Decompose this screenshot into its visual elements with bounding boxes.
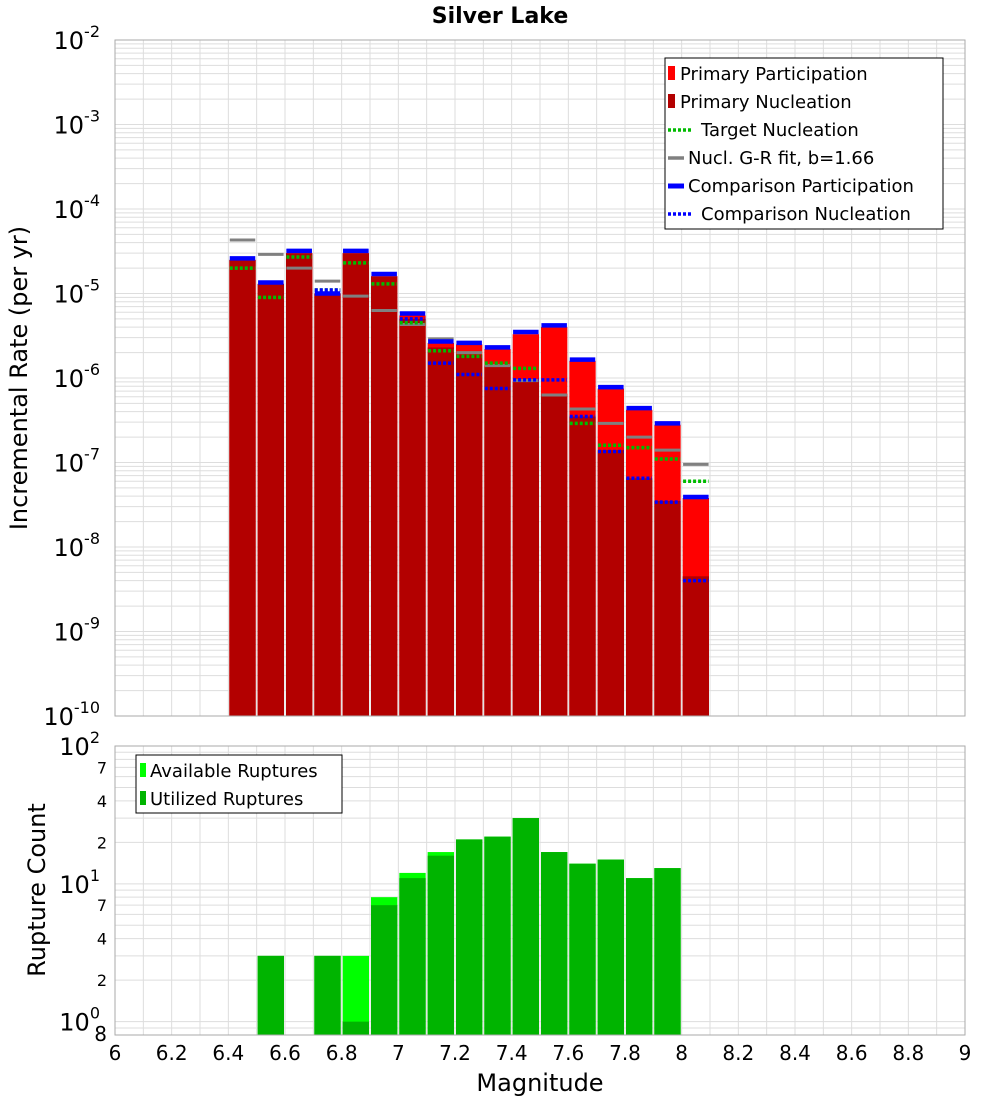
x-tick-label: 6.4 [212,1041,244,1065]
top-markers [229,238,709,583]
bottom-y-tick-labels: 100 101 102 8 2 4 7 2 4 7 [59,728,107,1046]
nucleation-bar [682,576,709,716]
top-legend: Primary Participation Primary Nucleation… [664,57,944,230]
x-axis-label: Magnitude [476,1069,603,1097]
utilized-ruptures-bar [597,859,624,1035]
nucleation-bar [257,283,284,716]
x-tick-label: 8.4 [779,1041,811,1065]
bottom-legend: Available Ruptures Utilized Ruptures [135,754,343,814]
utilized-ruptures-bar [371,905,398,1035]
legend-label-gr-fit: Nucl. G-R fit, b=1.66 [688,148,874,169]
utilized-ruptures-bar [427,855,454,1035]
legend-label-target-nucleation: Target Nucleation [700,120,859,141]
x-tick-label: 7.4 [496,1041,528,1065]
utilized-ruptures-bar [654,868,681,1035]
bottom-y-minor-tick-label: 8 [94,1022,107,1046]
bottom-y-minor-tick-label: 7 [97,896,107,915]
bottom-y-minor-tick-label: 4 [97,792,107,811]
x-tick-label: 6.2 [156,1041,188,1065]
nucleation-bar [342,253,369,716]
nucleation-bar [569,416,596,716]
nucleation-bar [286,253,313,716]
bottom-plot-frame [114,745,966,1036]
nucleation-bar [484,365,511,716]
utilized-ruptures-bar [342,1021,369,1035]
utilized-ruptures-bar [569,863,596,1035]
x-tick-label: 8.8 [892,1041,924,1065]
utilized-ruptures-bar [257,955,284,1035]
nucleation-bar [626,478,653,716]
utilized-ruptures-bar [456,839,483,1035]
utilized-ruptures-bar [314,955,341,1035]
legend-swatch-utilized-ruptures [140,791,146,805]
utilized-ruptures-bar [484,836,511,1035]
bottom-y-axis-label: Rupture Count [23,803,51,977]
bottom-y-minor-tick-label: 2 [97,971,107,990]
top-plot-frame [114,39,966,717]
utilized-ruptures-bar [541,852,568,1035]
nucleation-bar [597,450,624,716]
chart-title: Silver Lake [432,4,569,29]
nucleation-bar [654,501,681,716]
legend-label-primary-participation: Primary Participation [680,64,868,85]
top-y-tick-label: 10-9 [54,614,101,647]
bottom-bars [257,818,681,1035]
x-tick-label: 8.2 [722,1041,754,1065]
top-y-tick-label: 10-6 [54,360,101,393]
top-bars [229,253,709,716]
top-y-tick-label: 10-8 [54,529,101,562]
nucleation-bar [314,293,341,716]
x-tick-label: 9 [959,1041,972,1065]
bottom-y-minor-tick-label: 4 [97,930,107,949]
nucleation-bar [456,354,483,716]
x-tick-label: 8.6 [836,1041,868,1065]
x-tick-label: 8 [675,1041,688,1065]
utilized-ruptures-bar [399,878,426,1035]
legend-label-primary-nucleation: Primary Nucleation [680,92,852,113]
x-tick-label: 7 [392,1041,405,1065]
top-legend-box [664,57,944,230]
top-y-tick-label: 10-10 [43,698,100,731]
x-tick-label: 7.6 [552,1041,584,1065]
nucleation-bar [541,393,568,716]
x-tick-label: 7.2 [439,1041,471,1065]
top-y-tick-label: 10-2 [54,22,101,55]
nucleation-bar [399,318,426,716]
top-y-tick-label: 10-3 [54,107,101,140]
top-y-axis-label: Incremental Rate (per yr) [5,226,33,530]
legend-swatch-primary-participation [668,66,675,80]
utilized-ruptures-bar [626,878,653,1035]
utilized-ruptures-bar [512,818,539,1035]
x-tick-labels: 6 6.2 6.4 6.6 6.8 7 7.2 7.4 7.6 7.8 8 8.2 8.4 8.6 8.8 9 [109,1041,972,1065]
x-tick-label: 6.8 [326,1041,358,1065]
top-y-tick-label: 10-7 [54,445,101,478]
bottom-legend-box [135,754,343,814]
bottom-y-minor-tick-label: 2 [97,833,107,852]
legend-label-available-ruptures: Available Ruptures [150,761,318,782]
legend-swatch-available-ruptures [140,763,146,777]
legend-label-comparison-participation: Comparison Participation [688,176,914,197]
x-tick-label: 7.8 [609,1041,641,1065]
x-tick-label: 6.6 [269,1041,301,1065]
top-gridlines [114,40,966,717]
nucleation-bar [371,276,398,716]
top-y-tick-labels: 10-2 10-3 10-4 10-5 10-6 10-7 10-8 10-9 10-10 [43,22,100,731]
legend-label-utilized-ruptures: Utilized Ruptures [150,789,303,810]
x-tick-label: 6 [109,1041,122,1065]
bottom-y-major-tick-label: 100 [59,1004,100,1037]
bottom-y-minor-tick-label: 7 [97,758,107,777]
top-y-tick-label: 10-4 [54,191,101,224]
bottom-y-major-tick-label: 101 [59,866,100,899]
nucleation-bar [427,347,454,716]
nucleation-bar [512,381,539,716]
top-y-tick-label: 10-5 [54,276,101,309]
legend-label-comparison-nucleation: Comparison Nucleation [701,204,911,225]
legend-swatch-primary-nucleation [668,94,675,108]
nucleation-bar [229,259,256,716]
bottom-y-major-tick-label: 102 [59,728,100,761]
